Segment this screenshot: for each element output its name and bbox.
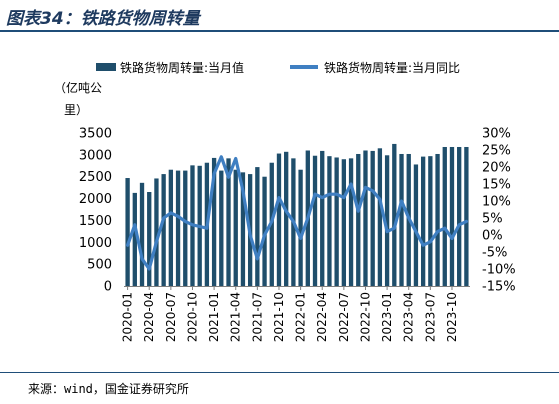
- bar-2020-02: [132, 192, 137, 286]
- bar-2021-10: [276, 153, 282, 286]
- x-tick-label: 2021-10: [272, 292, 286, 342]
- bar-2023-10: [449, 146, 455, 286]
- title-rule: [0, 30, 559, 32]
- bar-2020-03: [139, 182, 145, 286]
- x-tick-label: 2022-07: [337, 292, 351, 342]
- bar-2022-11: [370, 150, 375, 286]
- bar-2021-04: [233, 169, 238, 286]
- bar-2023-02: [392, 143, 397, 286]
- bar-2023-06: [420, 156, 426, 286]
- x-tick-label: 2022-04: [315, 292, 329, 342]
- bar-2022-03: [312, 155, 318, 286]
- x-tick-label: 2023-10: [445, 292, 459, 342]
- y-right-tick-label: 5%: [482, 212, 503, 227]
- bar-2021-08: [262, 176, 267, 286]
- x-tick-label: 2020-04: [142, 292, 156, 342]
- y-left-tick-label: 0: [104, 280, 112, 295]
- bar-2022-04: [320, 150, 325, 286]
- y-right-tick-label: 0%: [482, 229, 503, 244]
- x-tick-label: 2023-07: [423, 292, 437, 342]
- bar-2023-05: [413, 164, 419, 286]
- y-left-tick-label: 1500: [79, 214, 112, 229]
- bar-2020-05: [154, 178, 159, 286]
- bar-2022-06: [334, 157, 339, 286]
- legend-bar-label: 铁路货物周转量:当月值: [120, 60, 244, 75]
- figure-title: 图表34：铁路货物周转量: [6, 9, 200, 29]
- bar-2023-08: [435, 153, 440, 286]
- bar-2020-09: [183, 170, 188, 286]
- bar-2021-02: [219, 170, 224, 286]
- x-tick-label: 2020-07: [164, 292, 178, 342]
- bar-2023-12: [464, 146, 469, 286]
- y-left-tick-label: 1000: [79, 236, 112, 251]
- y-right-tick-label: -10%: [482, 263, 516, 278]
- y-right-tick-label: 10%: [482, 195, 511, 210]
- y-left-tick-label: 2500: [79, 170, 112, 185]
- y-right-tick-label: -15%: [482, 280, 516, 295]
- bar-2022-01: [298, 169, 303, 286]
- x-tick-label: 2021-07: [250, 292, 264, 342]
- x-tick-label: 2021-01: [207, 292, 221, 342]
- y-right-tick-label: 25%: [482, 144, 511, 159]
- legend-bar-swatch: [96, 63, 116, 71]
- x-tick-label: 2023-04: [402, 292, 416, 342]
- y-left-tick-label: 2000: [79, 192, 112, 207]
- legend-line-label: 铁路货物周转量:当月同比: [324, 60, 460, 75]
- x-tick-label: 2020-10: [185, 292, 199, 342]
- y-left-tick-label: 3500: [79, 127, 112, 142]
- bar-2022-08: [348, 158, 354, 286]
- bar-2021-05: [240, 172, 246, 286]
- y-left-label: （亿吨公里）: [54, 80, 102, 117]
- source-note: 来源：wind，国金证券研究所: [28, 382, 189, 396]
- bar-2022-10: [363, 150, 368, 286]
- x-tick-label: 2020-01: [121, 292, 135, 342]
- y-right-tick-label: 15%: [482, 178, 511, 193]
- bar-2022-12: [377, 148, 383, 286]
- bar-2022-09: [356, 153, 361, 286]
- bar-2023-01: [384, 155, 390, 286]
- bar-2022-07: [341, 159, 347, 286]
- y-right-tick-label: -5%: [482, 246, 507, 261]
- bar-2021-11: [284, 151, 289, 286]
- bar-2020-01: [125, 178, 130, 286]
- bar-2022-05: [327, 156, 332, 286]
- source-rule: [0, 372, 559, 373]
- x-tick-label: 2022-01: [294, 292, 308, 342]
- bar-2020-06: [161, 174, 166, 286]
- bar-2021-01: [211, 157, 217, 286]
- yoy-line: [125, 155, 468, 271]
- x-tick-label: 2022-10: [358, 292, 372, 342]
- y-right-tick-label: 30%: [482, 127, 511, 142]
- bar-2020-08: [175, 170, 181, 286]
- x-tick-label: 2021-04: [229, 292, 243, 342]
- y-right-tick-label: 20%: [482, 161, 511, 176]
- x-tick-label: 2023-01: [380, 292, 394, 342]
- bar-2021-07: [255, 167, 260, 286]
- bar-2023-11: [457, 146, 462, 286]
- bar-2023-09: [442, 146, 447, 286]
- chart: 铁路货物周转量:当月值 铁路货物周转量:当月同比 （亿吨公里） 0 500 1000 150…: [54, 60, 516, 342]
- bar-2023-03: [399, 153, 404, 286]
- bar-2023-07: [428, 156, 433, 286]
- y-left-tick-label: 500: [87, 258, 112, 273]
- bar-2020-04: [147, 192, 152, 286]
- bar-2020-07: [168, 169, 174, 286]
- y-left-tick-label: 3000: [79, 148, 112, 163]
- bar-2021-03: [226, 158, 231, 286]
